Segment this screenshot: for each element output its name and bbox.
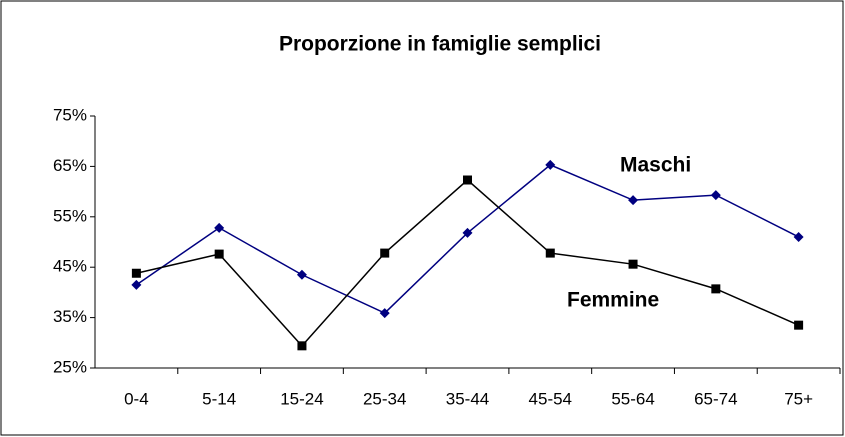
marker [710,190,721,201]
x-tick-label: 45-54 [529,389,572,408]
marker [214,222,225,233]
marker [463,175,472,185]
marker [545,159,556,170]
x-tick-label: 55-64 [611,389,654,408]
x-tick-label: 35-44 [446,389,489,408]
marker [131,268,141,278]
marker [380,248,390,258]
series-label: Femmine [567,289,659,312]
marker [628,259,638,269]
marker [628,195,639,206]
marker [379,308,390,319]
x-tick-label: 65-74 [694,389,737,408]
y-tick-label: 35% [53,307,87,326]
marker [131,279,142,290]
marker [214,249,224,259]
x-tick-label: 75+ [784,389,813,408]
y-tick-label: 25% [53,357,87,376]
x-tick-label: 0-4 [124,389,149,408]
marker [297,341,307,351]
x-tick-label: 15-24 [280,389,323,408]
series-label: Maschi [620,154,691,177]
chart-title: Proporzione in famiglie semplici [279,33,601,56]
y-tick-label: 65% [53,156,87,175]
marker [296,269,307,280]
marker [794,320,804,330]
x-tick-label: 5-14 [202,389,236,408]
marker [545,248,555,258]
marker [462,227,473,238]
y-tick-label: 45% [53,257,87,276]
marker [711,284,721,294]
marker [793,231,804,242]
x-tick-label: 25-34 [363,389,406,408]
y-tick-label: 75% [53,105,87,124]
y-tick-label: 55% [53,206,87,225]
